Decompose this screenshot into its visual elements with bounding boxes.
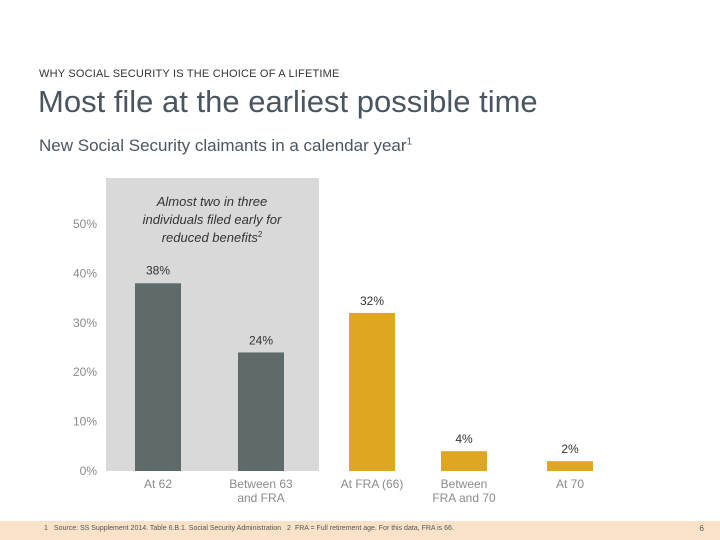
page-number: 6 [699,524,704,533]
y-tick-label: 30% [73,316,97,330]
footnote-1-mark: 1 [44,525,48,532]
y-tick-label: 20% [73,365,97,379]
bar [349,312,395,471]
x-category-label: Between FRA and 70 [432,477,496,505]
subtitle-text: New Social Security claimants in a calen… [39,136,407,155]
data-label: 2% [561,442,579,456]
x-category-label-line: At 70 [556,477,584,491]
footnote-2-mark: 2 [287,525,291,532]
y-tick-label: 40% [73,266,97,280]
y-tick-label: 10% [73,415,97,429]
x-category-label-line: At 62 [144,477,172,491]
data-label: 38% [146,263,170,277]
page-title: Most file at the earliest possible time [38,84,538,119]
x-category-label-line: FRA and 70 [432,491,496,505]
x-category-label: Between 63 and FRA [229,477,293,505]
bar [441,451,487,471]
bar [547,461,593,471]
section-eyebrow: WHY SOCIAL SECURITY IS THE CHOICE OF A L… [39,68,340,80]
y-tick-label: 0% [80,464,98,478]
data-label: 24% [249,333,273,347]
footer-notes: 1 Source: SS Supplement 2014. Table 6.B.1… [44,525,454,532]
annotation-line: Almost two in three [156,194,268,209]
annotation-footnote-mark: 2 [258,230,263,239]
x-category-label: At 70 [556,477,584,491]
x-category-label: At 62 [144,477,172,491]
footnote-2-text: FRA = Full retirement age. For this data… [294,525,454,532]
data-label: 4% [455,432,473,446]
footnote-1-text: Source: SS Supplement 2014. Table 6.B.1.… [53,525,282,532]
x-category-label-line: At FRA (66) [341,477,404,491]
annotation-line: individuals filed early for [143,212,282,227]
bar [135,283,181,471]
x-category-label-line: Between 63 [229,477,293,491]
x-category-label: At FRA (66) [341,477,404,491]
y-tick-label: 50% [73,217,97,231]
early-filing-annotation: Almost two in three individuals filed ear… [143,194,282,245]
bar-chart: 0% 10% 20% 30% 40% 50% 38% 24% 32% 4% 2% At 62 Betwe… [73,178,593,505]
data-label: 32% [360,294,384,308]
x-category-label-line: and FRA [237,491,284,505]
chart-subtitle: New Social Security claimants in a calen… [39,136,412,156]
footer-bar: 1 Source: SS Supplement 2014. Table 6.B.1… [0,521,720,540]
annotation-line: reduced benefits [162,230,259,245]
x-category-label-line: Between [441,477,488,491]
subtitle-footnote-mark: 1 [406,136,413,148]
bar [238,352,284,471]
